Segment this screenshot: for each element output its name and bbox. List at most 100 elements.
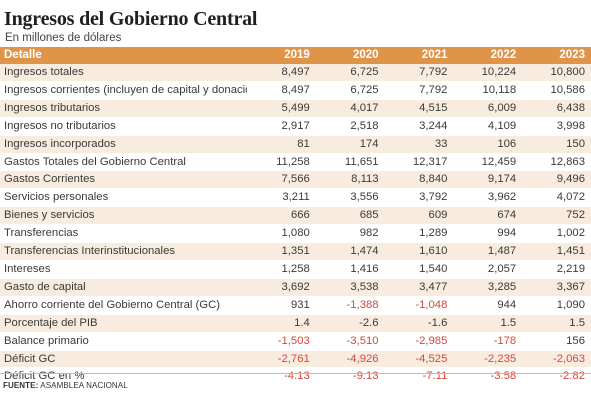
cell-2022: 2,057 <box>453 260 523 279</box>
cell-2019: -1,503 <box>247 332 316 351</box>
cell-2022: 3,962 <box>453 188 523 208</box>
cell-2023: 6,438 <box>522 99 591 118</box>
cell-2021: 12,317 <box>384 153 454 172</box>
cell-2020: 685 <box>315 206 385 226</box>
cell-2019: 8,497 <box>247 64 316 82</box>
cell-2019: 81 <box>247 135 316 154</box>
cell-2022: 106 <box>453 135 523 154</box>
source-text: ASAMBLEA NACIONAL <box>40 381 128 390</box>
row-label: Balance primario <box>0 332 247 351</box>
cell-2019: 666 <box>247 206 316 226</box>
cell-2021: -1.6 <box>384 314 454 333</box>
cell-2020: 8,113 <box>315 170 385 190</box>
table-row: Ingresos totales 8,497 6,725 7,792 10,224 10,… <box>0 64 591 82</box>
cell-2020: -9.13 <box>315 367 385 387</box>
cell-2019: 1,080 <box>247 224 316 244</box>
cell-2023: 10,800 <box>522 64 591 82</box>
cell-2023: -2.82 <box>522 367 591 387</box>
cell-2023: 3,367 <box>522 278 591 297</box>
cell-2021: 1,610 <box>384 242 454 261</box>
cell-2022: 4,109 <box>453 117 523 136</box>
cell-2023: 12,863 <box>522 153 591 172</box>
cell-2022: 1,487 <box>453 242 523 261</box>
cell-2021: 4,515 <box>384 99 454 118</box>
table-row: Ingresos tributarios 5,499 4,017 4,515 6,009… <box>0 99 591 118</box>
row-label: Déficit GC <box>0 350 247 369</box>
cell-2022: 3,285 <box>453 278 523 297</box>
table-row: Ingresos no tributarios 2,917 2,518 3,244 4,… <box>0 117 591 136</box>
table-row: Balance primario -1,503 -3,510 -2,985 -178 15… <box>0 332 591 351</box>
table-row: Ahorro corriente del Gobierno Central (G… <box>0 296 591 315</box>
cell-2019: 1.4 <box>247 314 316 333</box>
cell-2022: -2,235 <box>453 350 523 369</box>
page-subtitle: En millones de dólares <box>5 32 122 44</box>
cell-2022: -178 <box>453 332 523 351</box>
row-label: Servicios personales <box>0 188 247 208</box>
cell-2021: 1,289 <box>384 224 454 244</box>
cell-2019: 2,917 <box>247 117 316 136</box>
table-row: Transferencias Interinstitucionales 1,351… <box>0 242 591 261</box>
cell-2019: 3,692 <box>247 278 316 297</box>
cell-2020: 4,017 <box>315 99 385 118</box>
cell-2021: -4,525 <box>384 350 454 369</box>
cell-2023: 9,496 <box>522 170 591 190</box>
row-label: Gasto de capital <box>0 278 247 297</box>
cell-2020: 3,556 <box>315 188 385 208</box>
cell-2019: -2,761 <box>247 350 316 369</box>
cell-2019: 931 <box>247 296 316 315</box>
cell-2023: 3,998 <box>522 117 591 136</box>
cell-2022: 674 <box>453 206 523 226</box>
table-row: Gastos Corrientes 7,566 8,113 8,840 9,174 9,4… <box>0 170 591 190</box>
cell-2021: 7,792 <box>384 64 454 82</box>
table-row: Gasto de capital 3,692 3,538 3,477 3,285 3,36… <box>0 278 591 297</box>
row-label: Porcentaje del PIB <box>0 314 247 333</box>
cell-2022: 994 <box>453 224 523 244</box>
cell-2021: 1,540 <box>384 260 454 279</box>
cell-2022: 6,009 <box>453 99 523 118</box>
cell-2020: 982 <box>315 224 385 244</box>
cell-2023: -2,063 <box>522 350 591 369</box>
cell-2020: 2,518 <box>315 117 385 136</box>
table-row: Intereses 1,258 1,416 1,540 2,057 2,219 <box>0 260 591 279</box>
cell-2020: 11,651 <box>315 153 385 172</box>
cell-2019: 1,351 <box>247 242 316 261</box>
cell-2021: -2,985 <box>384 332 454 351</box>
cell-2023: 1,002 <box>522 224 591 244</box>
cell-2019: 7,566 <box>247 170 316 190</box>
cell-2021: 8,840 <box>384 170 454 190</box>
table-row: Déficit GC en % -4.13 -9.13 -7.11 -3.58 -2.82 <box>0 367 591 387</box>
cell-2020: 6,725 <box>315 81 385 100</box>
cell-2019: 8,497 <box>247 81 316 100</box>
cell-2020: -3,510 <box>315 332 385 351</box>
cell-2020: 174 <box>315 135 385 154</box>
row-label: Transferencias <box>0 224 247 244</box>
row-label: Ingresos corrientes (incluyen de capital… <box>0 81 247 100</box>
row-label: Gastos Corrientes <box>0 170 247 190</box>
cell-2023: 1,451 <box>522 242 591 261</box>
source-label: FUENTE: <box>3 381 39 390</box>
cell-2021: 3,792 <box>384 188 454 208</box>
cell-2022: 10,118 <box>453 81 523 100</box>
cell-2023: 2,219 <box>522 260 591 279</box>
row-label: Ingresos no tributarios <box>0 117 247 136</box>
cell-2023: 10,586 <box>522 81 591 100</box>
cell-2021: 7,792 <box>384 81 454 100</box>
data-table: Detalle 2019 2020 2021 2022 2023 Ingreso… <box>0 47 591 387</box>
table-row: Ingresos corrientes (incluyen de capital… <box>0 81 591 100</box>
cell-2020: 1,416 <box>315 260 385 279</box>
row-label: Intereses <box>0 260 247 279</box>
cell-2020: 6,725 <box>315 64 385 82</box>
row-label: Bienes y servicios <box>0 206 247 226</box>
cell-2023: 150 <box>522 135 591 154</box>
row-label: Ingresos totales <box>0 64 247 82</box>
footer-divider <box>0 373 591 374</box>
cell-2022: 10,224 <box>453 64 523 82</box>
page-title: Ingresos del Gobierno Central <box>4 8 258 30</box>
column-header-2019: 2019 <box>247 47 316 64</box>
table-row: Ingresos incorporados 81 174 33 106 150 <box>0 135 591 154</box>
cell-2021: -7.11 <box>384 367 454 387</box>
cell-2023: 1.5 <box>522 314 591 333</box>
cell-2023: 4,072 <box>522 188 591 208</box>
row-label: Gastos Totales del Gobierno Central <box>0 153 247 172</box>
row-label: Ingresos tributarios <box>0 99 247 118</box>
